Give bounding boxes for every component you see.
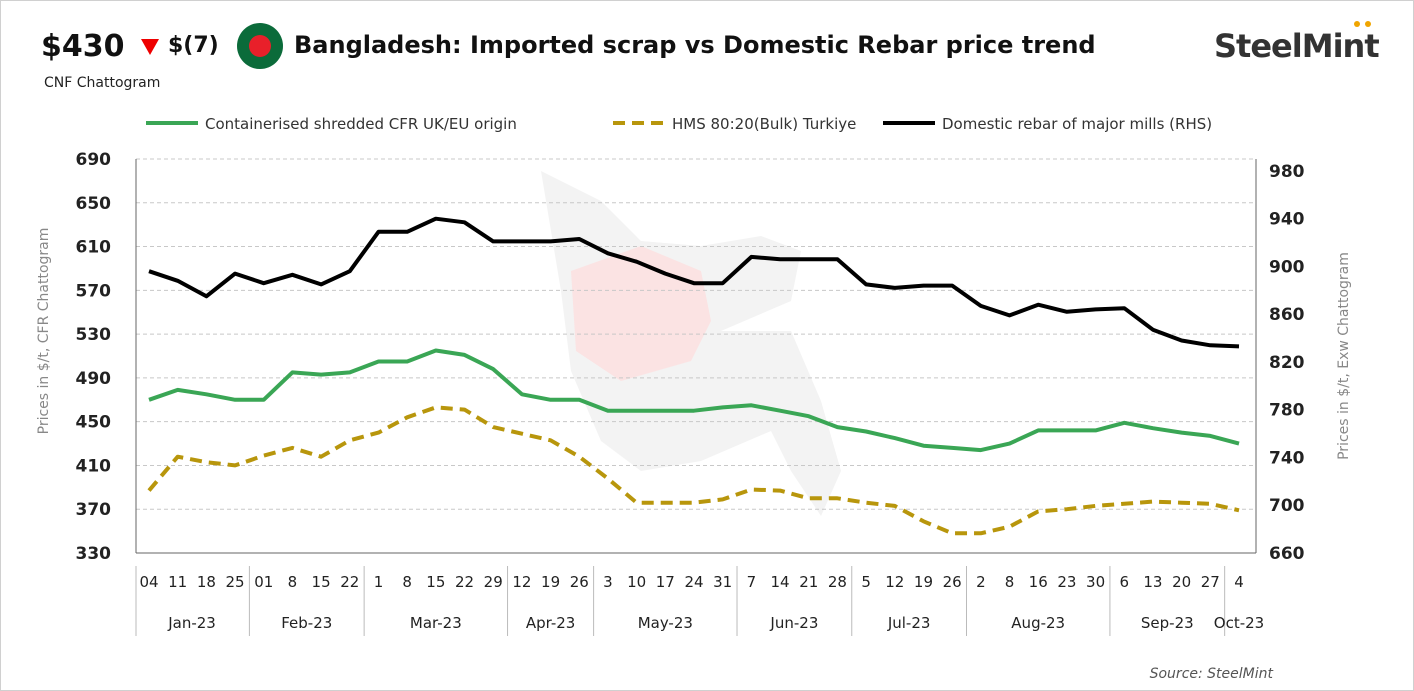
x-tick-label: 8 xyxy=(402,573,412,591)
x-tick-label: 22 xyxy=(340,573,359,591)
y-tick-label: 570 xyxy=(76,281,112,301)
legend-label: Containerised shredded CFR UK/EU origin xyxy=(205,115,517,133)
x-tick-label: 22 xyxy=(455,573,474,591)
x-tick-label: 26 xyxy=(570,573,589,591)
x-tick-label: 5 xyxy=(861,573,871,591)
chart-title: Bangladesh: Imported scrap vs Domestic R… xyxy=(294,31,1096,59)
logo-text: SteelMint xyxy=(1214,27,1380,65)
x-tick-label: 14 xyxy=(771,573,790,591)
steelmint-logo: SteelMint xyxy=(1214,21,1380,65)
x-tick-label: 10 xyxy=(627,573,646,591)
x-month-label: Jan-23 xyxy=(167,614,216,632)
x-tick-label: 15 xyxy=(426,573,445,591)
x-month-label: May-23 xyxy=(638,614,693,632)
x-tick-label: 25 xyxy=(226,573,245,591)
x-tick-label: 1 xyxy=(374,573,384,591)
y2-axis-title: Prices in $/t, Exw Chattogram xyxy=(1336,252,1352,460)
x-tick-label: 26 xyxy=(943,573,962,591)
x-month-label: Mar-23 xyxy=(410,614,462,632)
x-tick-label: 8 xyxy=(1005,573,1015,591)
y2-tick-label: 780 xyxy=(1269,401,1305,421)
x-tick-label: 23 xyxy=(1057,573,1076,591)
bangladesh-flag-icon xyxy=(237,23,283,69)
y-tick-label: 450 xyxy=(76,413,112,433)
legend-label: HMS 80:20(Bulk) Turkiye xyxy=(672,115,856,133)
price-basis: CNF Chattogram xyxy=(44,75,161,91)
x-month-label: Feb-23 xyxy=(281,614,332,632)
y2-tick-label: 740 xyxy=(1269,448,1305,468)
x-tick-label: 13 xyxy=(1143,573,1162,591)
y2-tick-label: 700 xyxy=(1269,496,1305,516)
y-tick-label: 410 xyxy=(76,456,112,476)
x-tick-label: 11 xyxy=(168,573,187,591)
x-month-label: Oct-23 xyxy=(1214,614,1264,632)
series-line-2 xyxy=(147,405,1240,536)
y-tick-label: 610 xyxy=(76,238,112,258)
x-tick-label: 2 xyxy=(976,573,986,591)
x-tick-label: 15 xyxy=(312,573,331,591)
x-month-label: Jul-23 xyxy=(887,614,931,632)
y2-tick-label: 820 xyxy=(1269,353,1305,373)
price-change: $(7) xyxy=(168,33,219,58)
x-tick-label: 7 xyxy=(747,573,757,591)
x-tick-label: 28 xyxy=(828,573,847,591)
y2-tick-label: 900 xyxy=(1269,257,1305,277)
x-tick-label: 29 xyxy=(484,573,503,591)
legend-label: Domestic rebar of major mills (RHS) xyxy=(942,115,1212,133)
y2-tick-label: 940 xyxy=(1269,210,1305,230)
y-tick-label: 490 xyxy=(76,369,112,389)
y2-tick-label: 980 xyxy=(1269,162,1305,182)
map-highlight-watermark xyxy=(571,246,711,381)
x-tick-label: 6 xyxy=(1119,573,1129,591)
y-tick-label: 370 xyxy=(76,500,112,520)
y-tick-label: 530 xyxy=(76,325,112,345)
x-tick-label: 8 xyxy=(288,573,298,591)
x-tick-label: 16 xyxy=(1029,573,1048,591)
y-tick-label: 650 xyxy=(76,194,112,214)
x-tick-label: 19 xyxy=(914,573,933,591)
x-tick-label: 12 xyxy=(885,573,904,591)
x-month-label: Aug-23 xyxy=(1011,614,1065,632)
x-month-label: Apr-23 xyxy=(526,614,576,632)
y-tick-label: 690 xyxy=(76,150,112,170)
x-tick-label: 30 xyxy=(1086,573,1105,591)
x-month-label: Sep-23 xyxy=(1141,614,1194,632)
current-price: $430 xyxy=(41,29,125,64)
y-tick-label: 330 xyxy=(76,544,112,564)
x-tick-label: 12 xyxy=(512,573,531,591)
y-axis-title: Prices in $/t, CFR Chattogram xyxy=(36,228,52,435)
x-tick-label: 20 xyxy=(1172,573,1191,591)
y2-tick-label: 660 xyxy=(1269,544,1305,564)
down-arrow-icon xyxy=(141,39,159,55)
x-tick-label: 04 xyxy=(139,573,158,591)
y2-tick-label: 860 xyxy=(1269,305,1305,325)
source-note: Source: SteelMint xyxy=(1149,666,1273,682)
x-month-label: Jun-23 xyxy=(769,614,818,632)
x-tick-label: 18 xyxy=(197,573,216,591)
x-tick-label: 3 xyxy=(603,573,613,591)
x-tick-label: 17 xyxy=(656,573,675,591)
x-tick-label: 21 xyxy=(799,573,818,591)
x-tick-label: 24 xyxy=(684,573,703,591)
x-tick-label: 27 xyxy=(1201,573,1220,591)
x-tick-label: 31 xyxy=(713,573,732,591)
x-tick-label: 19 xyxy=(541,573,560,591)
x-tick-label: 4 xyxy=(1234,573,1244,591)
x-tick-label: 01 xyxy=(254,573,273,591)
